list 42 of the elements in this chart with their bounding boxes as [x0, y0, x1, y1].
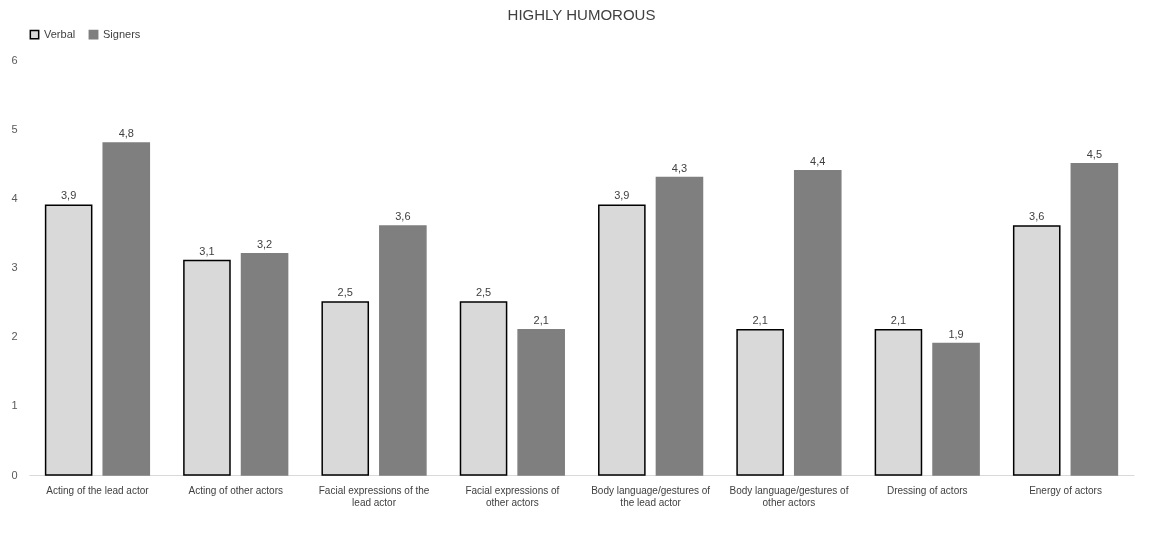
x-tick-label: Dressing of actors	[886, 484, 968, 496]
x-tick-label: Facial expressions of other actors	[465, 484, 560, 508]
x-tick-label: Acting of other actors	[188, 484, 284, 496]
x-tick-label: Facial expressions of the lead actor	[318, 484, 430, 508]
data-label: 3,9	[614, 189, 630, 202]
bar	[102, 142, 151, 476]
y-tick-label: 6	[11, 53, 18, 66]
data-label: 2,5	[337, 286, 353, 299]
data-label: 3,2	[256, 237, 273, 250]
x-tick-label: Body language/gestures of the lead actor	[591, 484, 711, 508]
legend-label: Verbal	[44, 27, 76, 40]
data-label: 3,9	[61, 189, 77, 202]
data-label: 4,4	[810, 154, 826, 167]
data-label: 4,3	[671, 161, 688, 174]
x-tick-label: Acting of the lead actor	[46, 484, 150, 496]
y-tick-label: 2	[11, 330, 18, 343]
y-tick-label: 4	[11, 191, 18, 204]
data-label: 2,5	[475, 286, 492, 299]
bar	[655, 176, 704, 476]
bar	[932, 342, 980, 476]
bar	[240, 252, 289, 476]
data-label: 2,1	[890, 313, 907, 326]
y-tick-label: 1	[11, 399, 18, 412]
legend-label: Signers	[103, 27, 141, 40]
bar	[1070, 163, 1119, 476]
data-label: 1,9	[948, 327, 964, 340]
x-tick-label: Body language/gestures of other actors	[729, 484, 849, 508]
chart-title: HIGHLY HUMOROUS	[507, 6, 656, 23]
y-tick-label: 0	[11, 468, 18, 481]
bar	[793, 169, 842, 476]
data-label: 3,6	[1029, 210, 1045, 222]
y-tick-label: 5	[11, 122, 18, 135]
data-label: 3,1	[199, 244, 215, 257]
bar	[379, 225, 427, 476]
y-tick-label: 3	[11, 261, 18, 273]
data-label: 4,8	[118, 127, 134, 139]
data-label: 4,5	[1086, 147, 1102, 160]
data-label: 2,1	[533, 313, 549, 326]
x-tick-label: Energy of actors	[1029, 484, 1102, 496]
bar	[517, 329, 565, 476]
data-label: 3,6	[395, 210, 411, 222]
data-label: 2,1	[752, 313, 768, 326]
